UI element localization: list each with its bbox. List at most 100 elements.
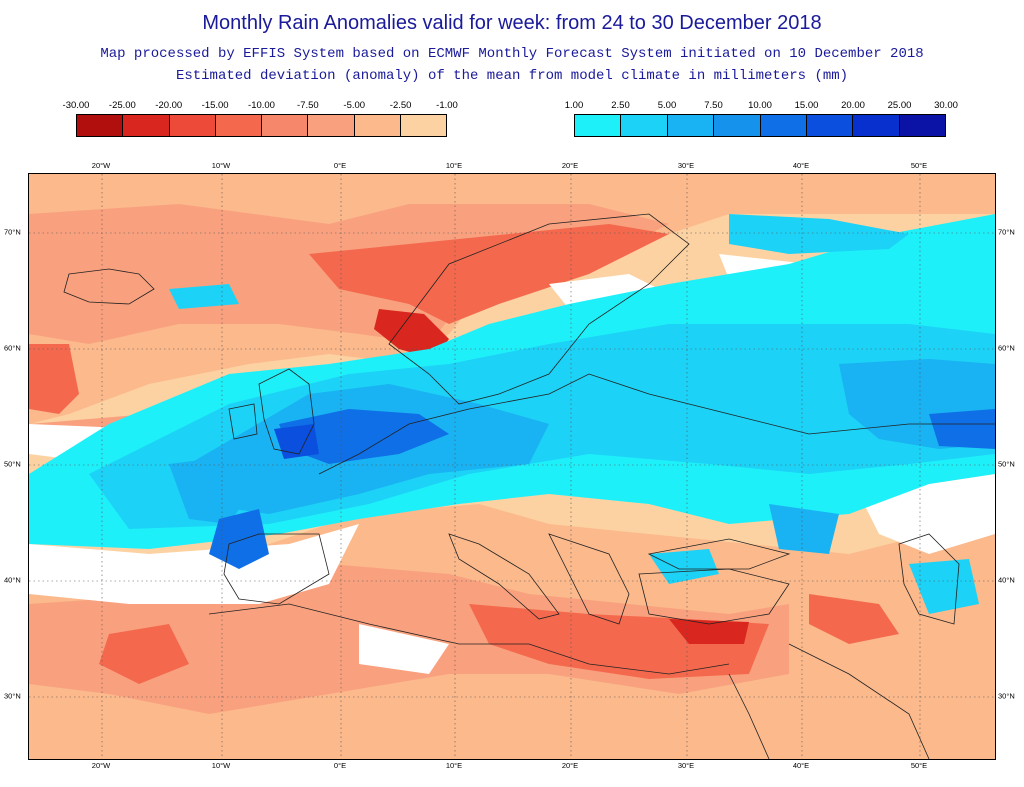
anomaly-positive-region — [169, 454, 249, 524]
coastline-italy — [448, 533, 560, 620]
legend-color-box — [215, 115, 262, 136]
legend-color-box — [853, 115, 900, 136]
anomaly-neutral-region — [29, 524, 359, 604]
legend-tick-label: 30.00 — [934, 100, 958, 111]
anomaly-positive-region — [929, 409, 995, 449]
longitude-tick-label: 10°E — [445, 761, 463, 770]
map-subtitle-processing: Map processed by EFFIS System based on E… — [100, 46, 924, 62]
latitude-tick-label: 60°N — [998, 343, 1015, 353]
anomaly-map-canvas — [29, 174, 995, 759]
legend-color-box — [575, 115, 622, 136]
coastline-gulf — [788, 643, 930, 759]
coastline-ireland — [228, 403, 258, 440]
legend-color-box — [899, 115, 945, 136]
legend-tick-label: -30.00 — [62, 100, 90, 111]
coastline-british-isles — [258, 368, 315, 455]
legend-negative: -30.00 -25.00 -20.00 -15.00 -10.00 -7.50 -5.00… — [63, 100, 458, 137]
longitude-tick-label: 50°E — [910, 161, 928, 170]
graticule — [29, 174, 995, 759]
legend-color-box — [621, 115, 668, 136]
coastline-caspian — [898, 533, 960, 625]
longitude-tick-label: 30°E — [677, 161, 695, 170]
legend-tick-label: -25.00 — [108, 100, 136, 111]
legend-tick-label: -15.00 — [201, 100, 229, 111]
legend-color-box — [806, 115, 854, 136]
anomaly-negative-region — [309, 224, 669, 324]
longitude-tick-label: 40°E — [792, 161, 810, 170]
longitude-tick-label: 30°E — [677, 761, 695, 770]
legend-tick-label: -1.00 — [436, 100, 458, 111]
anomaly-positive-region — [274, 424, 319, 459]
legend-positive-labels: 1.00 2.50 5.00 7.50 10.00 15.00 20.00 25.00 30.0… — [565, 100, 958, 114]
longitude-tick-label: 0°E — [333, 761, 347, 770]
longitude-tick-label: 40°E — [792, 761, 810, 770]
legend-tick-label: 1.00 — [564, 100, 584, 111]
anomaly-positive-region — [279, 409, 449, 464]
longitude-tick-label: 10°W — [211, 161, 231, 170]
legend-color-box — [262, 115, 309, 136]
legend-tick-label: 25.00 — [887, 100, 912, 111]
legend-tick-label: 10.00 — [748, 100, 772, 111]
coastline-north-africa — [208, 603, 730, 675]
legend-tick-label: 2.50 — [611, 100, 630, 111]
latitude-tick-label: 70°N — [998, 227, 1015, 237]
legend-color-box — [354, 115, 401, 136]
legend-color-box — [123, 115, 170, 136]
longitude-tick-label: 20°E — [561, 761, 579, 770]
legend-negative-labels: -30.00 -25.00 -20.00 -15.00 -10.00 -7.50 -5.00… — [63, 100, 458, 114]
anomaly-positive-region — [209, 509, 269, 569]
coastline-europe-mainland — [318, 373, 995, 475]
legend-tick-label: -5.00 — [343, 100, 366, 111]
coastline-black-sea — [647, 538, 791, 570]
longitude-tick-label: 20°W — [91, 161, 111, 170]
legend-tick-label: -10.00 — [248, 100, 275, 111]
latitude-tick-label: 60°N — [4, 343, 21, 353]
legend-tick-label: -2.50 — [389, 100, 412, 111]
map-title: Monthly Rain Anomalies valid for week: f… — [202, 12, 822, 34]
longitude-tick-label: 10°E — [445, 161, 463, 170]
anomaly-negative-region — [809, 594, 899, 644]
legend-tick-label: -7.50 — [297, 100, 319, 111]
legend-tick-label: 5.00 — [657, 100, 677, 111]
longitude-tick-label: 50°E — [910, 761, 928, 770]
anomaly-negative-region — [99, 624, 189, 684]
anomaly-positive-region — [649, 549, 719, 584]
longitude-tick-label: 20°E — [561, 161, 579, 170]
legend-color-box — [308, 115, 355, 136]
coastline-iceland — [63, 268, 155, 305]
anomaly-positive-region — [729, 214, 909, 254]
coastline-iberia — [223, 533, 330, 605]
latitude-tick-label: 50°N — [4, 459, 21, 469]
coastline-red-sea — [728, 673, 770, 759]
map-subtitle-units: Estimated deviation (anomaly) of the mea… — [175, 68, 849, 84]
legend-color-box — [77, 115, 124, 136]
latitude-tick-label: 40°N — [4, 575, 21, 585]
legend-color-box — [667, 115, 715, 136]
legend-tick-label: 7.50 — [704, 100, 723, 111]
anomaly-positive-region — [769, 504, 839, 554]
legend-color-box — [760, 115, 807, 136]
latitude-tick-label: 50°N — [998, 459, 1015, 469]
legend-tick-label: -20.00 — [155, 100, 183, 111]
legend-negative-color-boxes — [76, 114, 447, 137]
legend-color-box — [169, 115, 216, 136]
coastline-balkans-greece — [548, 533, 630, 625]
coastline-scandinavia — [388, 213, 690, 405]
latitude-tick-label: 70°N — [4, 227, 21, 237]
anomaly-positive-region — [169, 284, 239, 309]
anomaly-negative-region — [374, 309, 449, 359]
legend-color-box — [714, 115, 761, 136]
anomaly-negative-region — [669, 619, 749, 644]
longitude-tick-label: 0°E — [333, 161, 347, 170]
legend-color-box — [400, 115, 446, 136]
legend-positive: 1.00 2.50 5.00 7.50 10.00 15.00 20.00 25.00 30.0… — [565, 100, 958, 137]
longitude-tick-label: 20°W — [91, 761, 111, 770]
latitude-tick-label: 30°N — [998, 691, 1015, 701]
latitude-tick-label: 30°N — [4, 691, 21, 701]
anomaly-negative-region — [29, 344, 79, 414]
legend-tick-label: 15.00 — [794, 100, 819, 111]
legend-tick-label: 20.00 — [841, 100, 865, 111]
coastlines — [63, 213, 995, 759]
anomaly-neutral-region — [359, 624, 449, 674]
anomaly-map — [28, 173, 996, 760]
